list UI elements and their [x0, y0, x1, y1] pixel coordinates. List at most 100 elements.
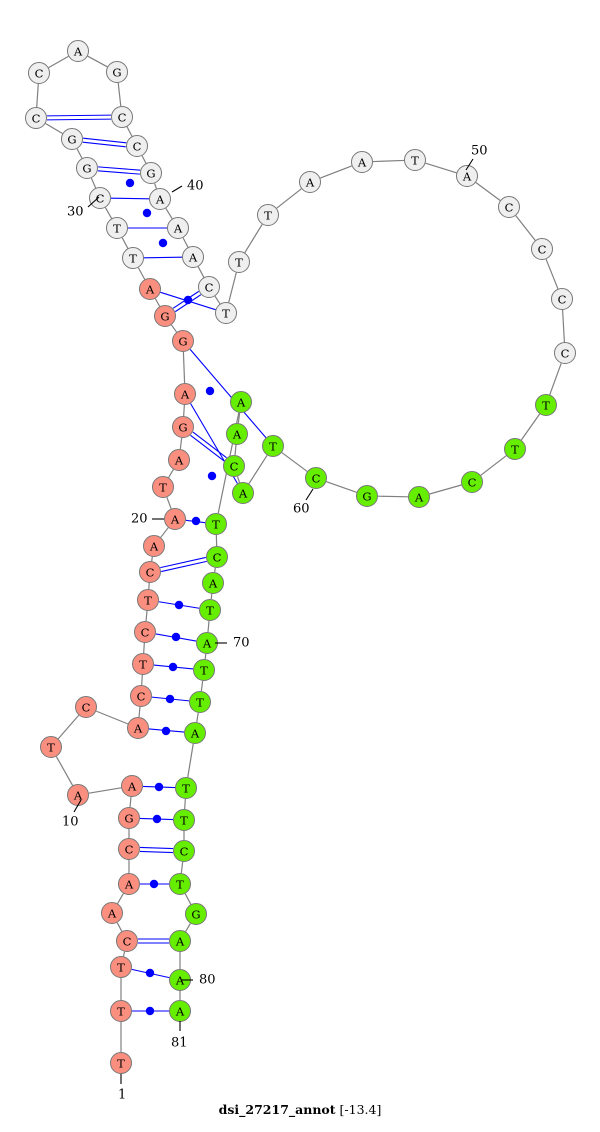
base-circle[interactable] [110, 1000, 132, 1022]
base-node[interactable]: A [127, 717, 149, 739]
base-node[interactable]: C [305, 467, 327, 489]
base-node[interactable]: T [110, 956, 132, 978]
base-node[interactable]: G [172, 330, 194, 352]
base-circle[interactable] [67, 40, 89, 62]
base-circle[interactable] [164, 508, 186, 530]
base-circle[interactable] [122, 247, 144, 269]
base-circle[interactable] [223, 455, 245, 477]
base-node[interactable]: A [167, 217, 189, 239]
base-circle[interactable] [206, 546, 228, 568]
base-node[interactable]: C [223, 455, 245, 477]
base-circle[interactable] [193, 659, 215, 681]
base-circle[interactable] [130, 685, 152, 707]
base-node[interactable]: A [164, 508, 186, 530]
base-circle[interactable] [184, 722, 206, 744]
base-node[interactable]: A [101, 902, 123, 924]
base-circle[interactable] [121, 775, 143, 797]
base-circle[interactable] [226, 423, 248, 445]
base-circle[interactable] [215, 302, 237, 324]
base-node[interactable]: A [182, 246, 204, 268]
base-circle[interactable] [132, 653, 154, 675]
base-node[interactable]: A [202, 572, 224, 594]
base-circle[interactable] [535, 394, 557, 416]
base-circle[interactable] [169, 873, 191, 895]
base-node[interactable]: T [175, 777, 197, 799]
base-circle[interactable] [118, 873, 140, 895]
base-circle[interactable] [118, 807, 140, 829]
base-circle[interactable] [75, 696, 97, 718]
base-circle[interactable] [498, 196, 520, 218]
base-circle[interactable] [106, 61, 128, 83]
base-circle[interactable] [299, 171, 321, 193]
base-circle[interactable] [554, 342, 576, 364]
base-circle[interactable] [149, 188, 171, 210]
base-node[interactable]: C [461, 471, 483, 493]
base-circle[interactable] [67, 784, 89, 806]
base-node[interactable]: C [130, 685, 152, 707]
base-node[interactable]: A [230, 391, 252, 413]
base-node[interactable]: G [118, 807, 140, 829]
base-node[interactable]: A [226, 423, 248, 445]
base-circle[interactable] [172, 330, 194, 352]
base-node[interactable]: A [139, 278, 161, 300]
base-circle[interactable] [25, 107, 47, 129]
base-node[interactable]: T [215, 302, 237, 324]
base-node[interactable]: C [498, 196, 520, 218]
base-node[interactable]: C [116, 930, 138, 952]
base-circle[interactable] [110, 956, 132, 978]
base-node[interactable]: A [196, 632, 218, 654]
base-circle[interactable] [152, 476, 174, 498]
base-circle[interactable] [531, 238, 553, 260]
base-node[interactable]: A [299, 171, 321, 193]
base-circle[interactable] [137, 589, 159, 611]
base-circle[interactable] [230, 391, 252, 413]
base-circle[interactable] [232, 482, 254, 504]
base-circle[interactable] [504, 438, 526, 460]
base-node[interactable]: T [262, 435, 284, 457]
base-circle[interactable] [356, 485, 378, 507]
base-node[interactable]: C [139, 561, 161, 583]
base-node[interactable]: G [140, 162, 162, 184]
base-node[interactable]: A [351, 151, 373, 173]
base-circle[interactable] [305, 467, 327, 489]
base-node[interactable]: A [408, 486, 430, 508]
base-circle[interactable] [118, 838, 140, 860]
base-circle[interactable] [139, 561, 161, 583]
base-circle[interactable] [262, 435, 284, 457]
base-circle[interactable] [140, 162, 162, 184]
base-circle[interactable] [154, 305, 176, 327]
base-circle[interactable] [116, 930, 138, 952]
base-circle[interactable] [61, 128, 83, 150]
base-node[interactable]: C [134, 621, 156, 643]
base-node[interactable]: C [173, 840, 195, 862]
base-circle[interactable] [143, 535, 165, 557]
base-circle[interactable] [174, 383, 196, 405]
base-circle[interactable] [461, 471, 483, 493]
base-node[interactable]: T [169, 873, 191, 895]
base-circle[interactable] [202, 572, 224, 594]
base-circle[interactable] [351, 151, 373, 173]
base-circle[interactable] [185, 903, 207, 925]
base-circle[interactable] [456, 165, 478, 187]
base-circle[interactable] [196, 632, 218, 654]
base-node[interactable]: A [168, 449, 190, 471]
base-node[interactable]: T [137, 589, 159, 611]
base-node[interactable]: G [76, 157, 98, 179]
base-node[interactable]: G [61, 128, 83, 150]
base-node[interactable]: A [67, 40, 89, 62]
base-circle[interactable] [175, 777, 197, 799]
base-node[interactable]: A [169, 1000, 191, 1022]
base-circle[interactable] [198, 276, 220, 298]
base-circle[interactable] [106, 217, 128, 239]
base-node[interactable]: T [257, 204, 279, 226]
base-node[interactable]: C [206, 546, 228, 568]
base-node[interactable]: T [152, 476, 174, 498]
base-node[interactable]: T [404, 149, 426, 171]
base-node[interactable]: A [232, 482, 254, 504]
base-node[interactable]: T [205, 513, 227, 535]
base-circle[interactable] [126, 135, 148, 157]
base-node[interactable]: T [40, 736, 62, 758]
base-node[interactable]: T [110, 1000, 132, 1022]
base-node[interactable]: T [173, 809, 195, 831]
